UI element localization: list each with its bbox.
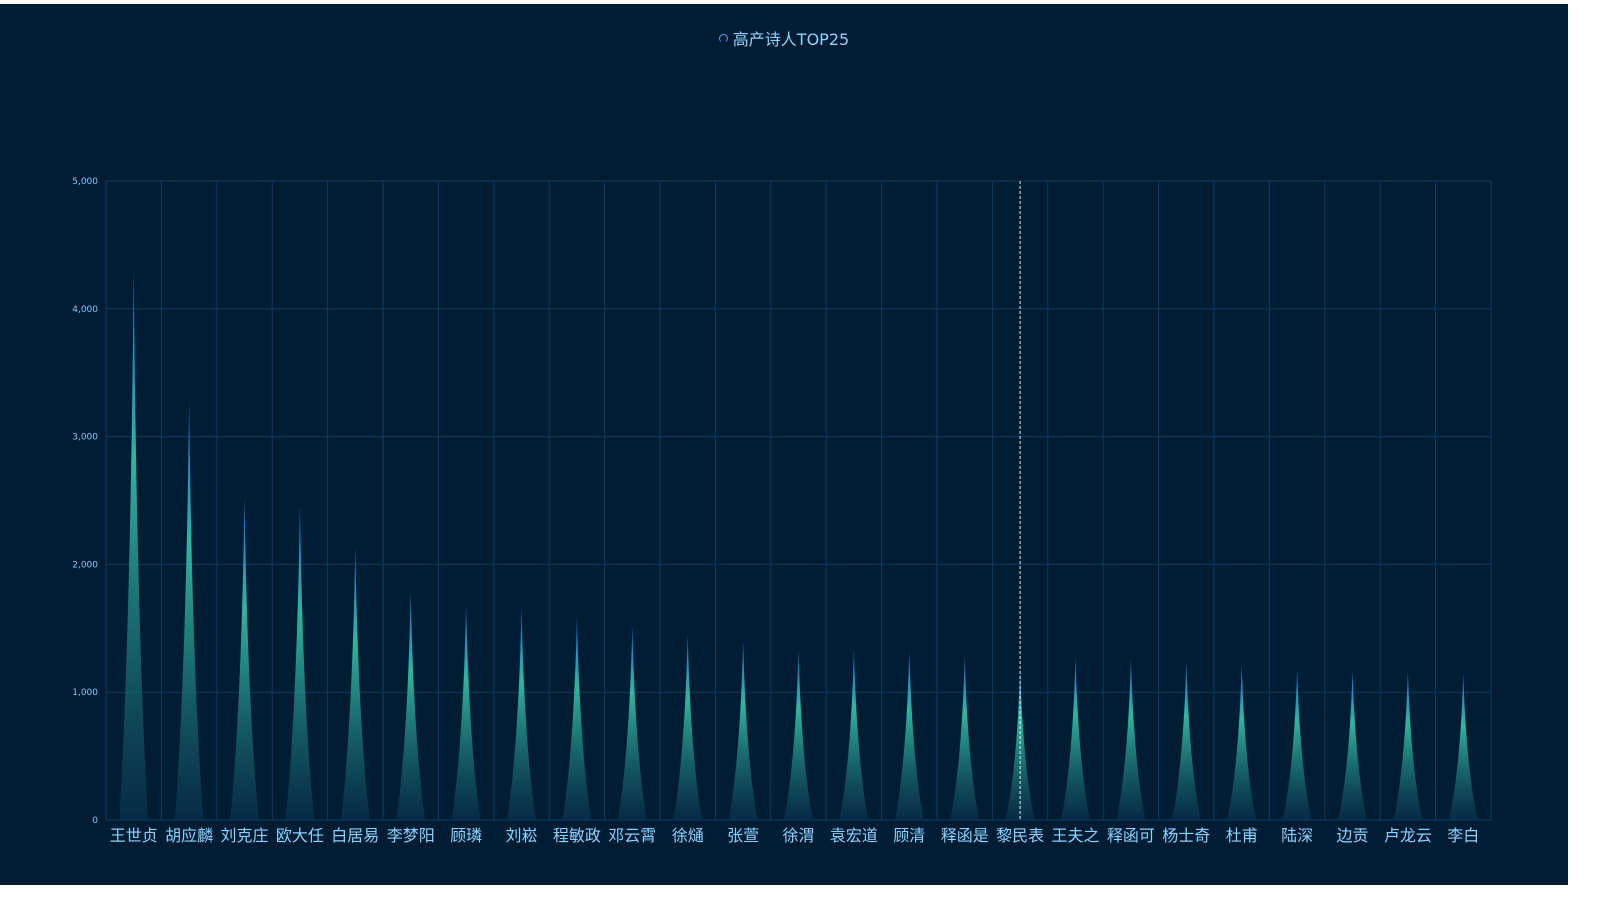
bar-陆深[interactable] [1282, 669, 1312, 820]
bar-杜甫[interactable] [1227, 664, 1257, 820]
bar-白居易[interactable] [340, 546, 370, 820]
bar-徐熥[interactable] [673, 634, 703, 820]
bar-释函是[interactable] [950, 656, 980, 820]
chart-svg: 0 1,000 2,000 3,000 4,000 5,000 王世贞 胡应麟 刘克庄 欧大任 白居… [72, 177, 1492, 845]
legend-marker-icon [718, 34, 728, 43]
bar-刘崧[interactable] [507, 607, 536, 820]
bar-杨士奇[interactable] [1171, 661, 1201, 820]
x-tick-label: 徐渭 [782, 826, 814, 845]
x-tick-label: 白居易 [331, 826, 379, 845]
x-tick-label: 邓云霄 [608, 826, 656, 845]
bar-程敏政[interactable] [562, 616, 592, 820]
x-axis-labels: 王世贞 胡应麟 刘克庄 欧大任 白居易 李梦阳 顾璘 刘崧 程敏政 邓云霄 徐熥 张萱 徐渭 袁宏道 顾清释… [110, 826, 1480, 845]
chart-title[interactable]: 高产诗人TOP25 [0, 26, 1568, 50]
bar-张萱[interactable] [728, 641, 758, 820]
x-tick-label: 李白 [1447, 826, 1479, 845]
bar-胡应麟[interactable] [174, 399, 204, 820]
bar-顾清[interactable] [894, 651, 924, 820]
x-tick-label: 陆深 [1281, 826, 1313, 845]
x-tick-label: 王夫之 [1051, 826, 1099, 845]
x-tick-label: 徐熥 [672, 826, 704, 845]
x-tick-label: 程敏政 [553, 826, 601, 845]
x-tick-label: 刘崧 [505, 826, 537, 845]
bar-邓云霄[interactable] [617, 625, 647, 820]
y-tick-label: 1,000 [72, 688, 98, 698]
x-tick-label: 刘克庄 [220, 826, 268, 845]
bar-李白[interactable] [1448, 674, 1478, 820]
x-tick-label: 张萱 [727, 826, 759, 845]
y-tick-label: 2,000 [72, 560, 98, 570]
x-tick-label: 欧大任 [276, 826, 324, 845]
bar-王世贞[interactable] [119, 266, 149, 821]
x-tick-label: 杨士奇 [1162, 826, 1210, 845]
y-tick-label: 0 [92, 816, 98, 826]
bar-李梦阳[interactable] [396, 591, 426, 820]
bar-欧大任[interactable] [285, 504, 315, 820]
bar-边贡[interactable] [1338, 670, 1367, 820]
x-tick-label: 顾清 [893, 826, 925, 845]
bar-释函可[interactable] [1116, 658, 1146, 820]
chart-title-text: 高产诗人TOP25 [732, 30, 850, 49]
x-tick-label: 卢龙云 [1384, 826, 1432, 845]
x-tick-label: 杜甫 [1226, 826, 1258, 845]
bar-顾璘[interactable] [451, 604, 481, 820]
bars [119, 266, 1478, 821]
bar-袁宏道[interactable] [839, 650, 869, 820]
x-tick-label: 黎民表 [996, 826, 1044, 845]
x-tick-label: 胡应麟 [165, 826, 213, 845]
x-tick-label: 释函是 [941, 826, 989, 845]
y-tick-label: 4,000 [72, 305, 98, 315]
bar-卢龙云[interactable] [1393, 670, 1423, 820]
x-tick-label: 袁宏道 [830, 826, 878, 845]
grid: 0 1,000 2,000 3,000 4,000 5,000 [72, 177, 1492, 826]
x-tick-label: 李梦阳 [387, 826, 435, 845]
bar-王夫之[interactable] [1061, 657, 1090, 820]
y-tick-label: 3,000 [72, 433, 98, 443]
y-tick-label: 5,000 [72, 177, 98, 187]
x-tick-label: 边贡 [1336, 826, 1368, 845]
x-tick-label: 释函可 [1107, 826, 1155, 845]
bar-刘克庄[interactable] [230, 495, 259, 820]
bar-徐渭[interactable] [784, 650, 813, 820]
x-tick-label: 王世贞 [110, 826, 158, 845]
x-tick-label: 顾璘 [450, 826, 482, 845]
chart-panel: 高产诗人TOP25 0 1,000 2,000 3,000 4,000 5,000 王世贞胡… [0, 4, 1568, 885]
